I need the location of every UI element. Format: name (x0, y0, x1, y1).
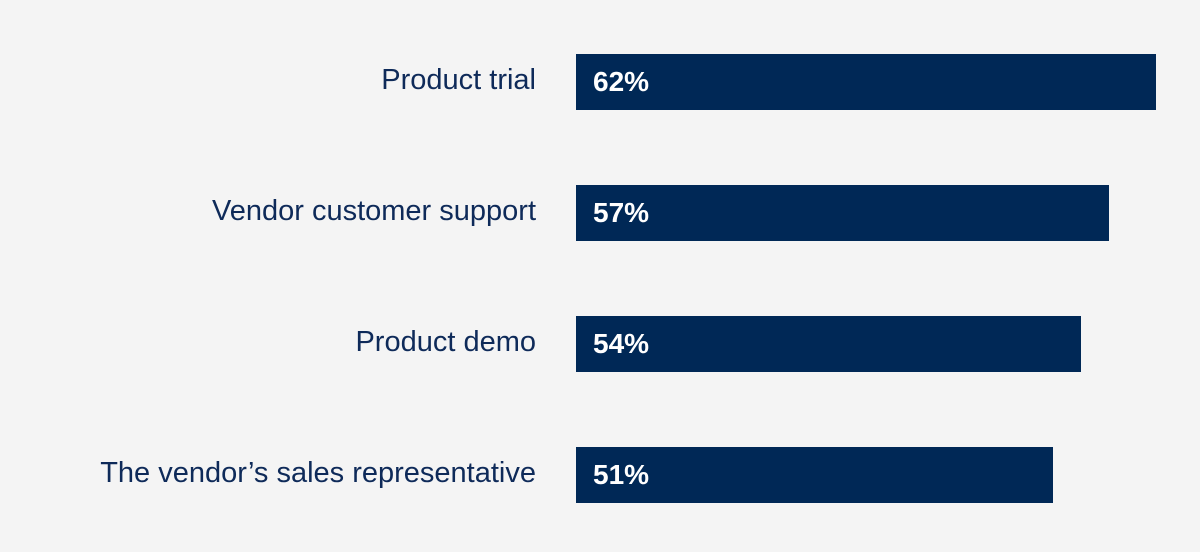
category-label: Product demo (355, 326, 536, 358)
bar-value-label: 51% (593, 459, 650, 490)
category-label: Product trial (381, 64, 536, 96)
bar-value-label: 62% (593, 66, 650, 97)
bar-value-label: 57% (593, 197, 650, 228)
category-label: The vendor’s sales representative (100, 457, 536, 489)
bar: 51% (576, 447, 1054, 503)
bar: 54% (576, 316, 1082, 372)
category-label: Vendor customer support (211, 195, 536, 227)
bar: 57% (576, 185, 1110, 241)
bar-value-label: 54% (593, 328, 650, 359)
bar: 62% (576, 54, 1156, 110)
